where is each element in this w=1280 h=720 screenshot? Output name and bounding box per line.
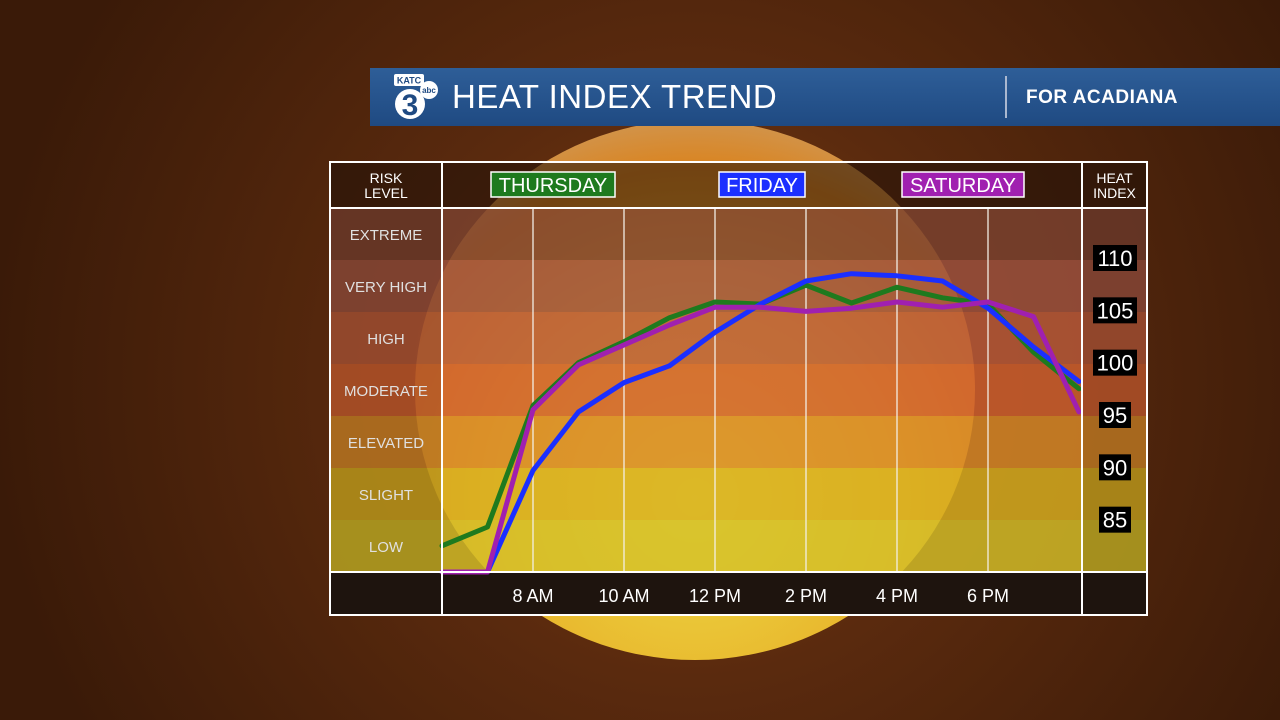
risk-band-low bbox=[330, 520, 1147, 572]
x-tick-label: 2 PM bbox=[785, 586, 827, 606]
series-line-saturday bbox=[439, 299, 1082, 575]
logo-number: 3 bbox=[402, 89, 419, 122]
title-banner bbox=[370, 68, 1280, 126]
y-tick-box bbox=[1099, 454, 1131, 481]
katc-logo: KATC 3 abc bbox=[394, 74, 438, 122]
y-tick-label: 90 bbox=[1103, 455, 1127, 480]
y-tick-label: 110 bbox=[1097, 246, 1132, 271]
series-line-friday bbox=[439, 271, 1082, 575]
logo-text: KATC bbox=[397, 76, 422, 86]
legend-box bbox=[718, 171, 806, 198]
chart-frame bbox=[329, 161, 1148, 616]
risk-band-slight bbox=[330, 468, 1147, 520]
risk-band-moderate bbox=[330, 364, 1147, 416]
logo-network: abc bbox=[422, 86, 436, 95]
y-tick-box bbox=[1093, 245, 1137, 271]
page-title: HEAT INDEX TREND bbox=[452, 78, 778, 115]
footer-row bbox=[330, 572, 1147, 615]
banner-divider bbox=[1005, 76, 1007, 118]
legend-box bbox=[901, 171, 1025, 198]
risk-header-line2: LEVEL bbox=[364, 185, 408, 201]
region-label: FOR ACADIANA bbox=[1026, 87, 1179, 108]
y-tick-label: 95 bbox=[1103, 403, 1127, 428]
legend-label: THURSDAY bbox=[499, 175, 608, 197]
heat-index-header-line2: INDEX bbox=[1093, 185, 1136, 201]
risk-level-label: HIGH bbox=[367, 331, 405, 348]
legend-label: SATURDAY bbox=[910, 175, 1016, 197]
y-tick-box bbox=[1099, 402, 1131, 428]
y-tick-label: 85 bbox=[1103, 508, 1127, 533]
x-tick-label: 12 PM bbox=[689, 586, 741, 606]
risk-level-label: MODERATE bbox=[344, 383, 428, 400]
x-tick-label: 4 PM bbox=[876, 586, 918, 606]
risk-level-label: SLIGHT bbox=[359, 487, 413, 504]
y-tick-label: 105 bbox=[1097, 298, 1134, 323]
y-tick-label: 100 bbox=[1097, 351, 1134, 376]
y-tick-box bbox=[1099, 506, 1131, 533]
risk-band-extreme bbox=[330, 208, 1147, 260]
risk-level-label: ELEVATED bbox=[348, 435, 424, 452]
heat-index-header-line1: HEAT bbox=[1096, 170, 1133, 186]
x-tick-label: 10 AM bbox=[598, 586, 649, 606]
risk-level-label: VERY HIGH bbox=[345, 279, 427, 296]
x-tick-label: 6 PM bbox=[967, 586, 1009, 606]
legend-label: FRIDAY bbox=[726, 175, 798, 197]
risk-band-elevated bbox=[330, 416, 1147, 468]
legend-box bbox=[490, 171, 616, 198]
y-tick-box bbox=[1093, 349, 1137, 376]
risk-level-label: EXTREME bbox=[350, 227, 423, 244]
y-tick-box bbox=[1093, 297, 1137, 324]
risk-column bbox=[330, 208, 442, 572]
risk-header-line1: RISK bbox=[370, 170, 403, 186]
risk-level-label: LOW bbox=[369, 539, 404, 556]
x-tick-label: 8 AM bbox=[512, 586, 553, 606]
